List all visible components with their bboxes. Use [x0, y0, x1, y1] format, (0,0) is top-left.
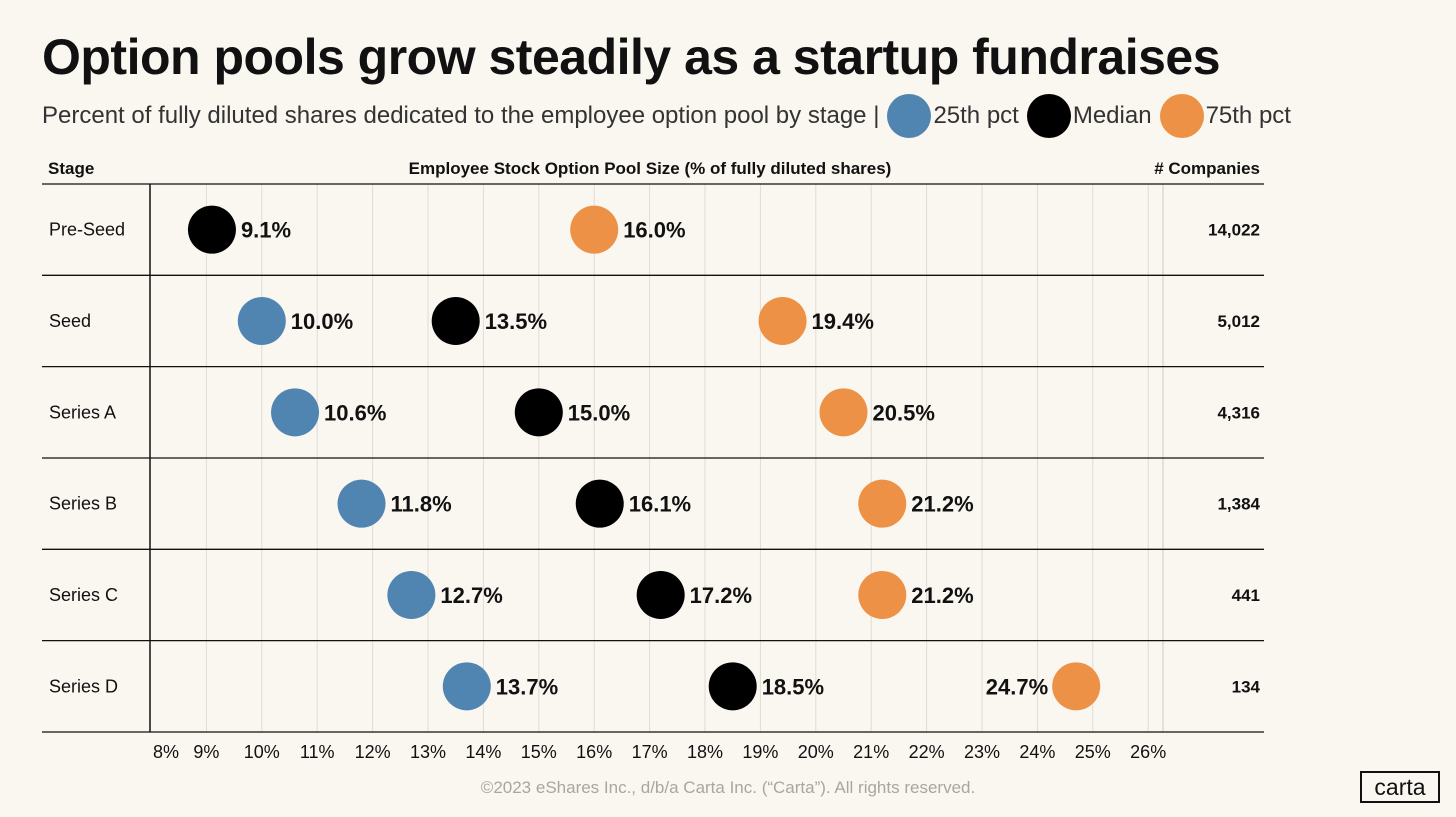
data-label: 17.2% [690, 583, 752, 608]
x-tick-label: 11% [300, 742, 335, 762]
stage-label: Pre-Seed [49, 220, 125, 240]
legend-swatch-75th [1159, 94, 1204, 138]
data-point-median [708, 662, 757, 711]
data-label: 11.8% [391, 492, 452, 517]
rows: Pre-Seed 14,022 Seed 5,012 Series A 4,316 Seri… [49, 220, 1261, 697]
data-points: 10.0% 10.6% 11.8% 12.7% 13.7% 9.1% 13.5% 15.0% 1… [187, 205, 1101, 711]
legend-item-75th: 75th pct [1152, 94, 1291, 138]
x-tick-label: 18% [687, 742, 723, 762]
data-point-median [575, 479, 624, 528]
data-point-25th [442, 662, 491, 711]
companies-count: 441 [1232, 586, 1260, 605]
x-tick-label: 14% [465, 742, 501, 762]
x-tick-label: 13% [410, 742, 446, 762]
x-tick-label: 8% [153, 742, 179, 762]
data-point-25th [337, 479, 386, 528]
stage-column-header: Stage [48, 159, 94, 178]
data-label: 13.7% [496, 674, 558, 699]
x-tick-label: 25% [1075, 742, 1111, 762]
x-tick-label: 10% [244, 742, 280, 762]
data-label: 18.5% [762, 674, 824, 699]
x-tick-label: 20% [798, 742, 834, 762]
x-tick-label: 21% [853, 742, 889, 762]
data-label: 16.1% [629, 492, 691, 517]
carta-logo: carta [1360, 771, 1440, 803]
data-point-25th [387, 570, 436, 619]
row-dividers [42, 183, 1264, 733]
chart-title: Option pools grow steadily as a startup … [42, 29, 1221, 85]
legend-label-median: Median [1072, 102, 1152, 129]
legend-item-25th: 25th pct [879, 94, 1019, 138]
x-tick-label: 24% [1019, 742, 1055, 762]
companies-count: 14,022 [1208, 221, 1260, 240]
companies-column-header: # Companies [1154, 159, 1260, 178]
legend-swatch-median [1026, 94, 1071, 138]
data-label: 21.2% [911, 492, 973, 517]
x-tick-label: 15% [521, 742, 557, 762]
axis-header: Employee Stock Option Pool Size (% of fu… [409, 159, 892, 178]
companies-count: 4,316 [1217, 403, 1260, 422]
companies-count: 134 [1232, 677, 1261, 696]
data-label: 9.1% [241, 218, 291, 243]
x-tick-label: 9% [193, 742, 219, 762]
data-point-median [636, 570, 685, 619]
data-label: 16.0% [623, 218, 685, 243]
copyright-notice: ©2023 eShares Inc., d/b/a Carta Inc. (“C… [480, 778, 976, 797]
data-label: 20.5% [873, 400, 935, 425]
data-point-75th [570, 205, 619, 254]
data-point-75th [819, 388, 868, 437]
data-point-median [187, 205, 236, 254]
x-tick-label: 22% [909, 742, 945, 762]
data-point-median [431, 296, 480, 345]
legend-label-75th: 75th pct [1205, 102, 1291, 129]
subtitle-row: Percent of fully diluted shares dedicate… [42, 92, 1291, 140]
data-label: 15.0% [568, 400, 630, 425]
data-label: 13.5% [485, 309, 547, 334]
stage-label: Seed [49, 311, 91, 331]
x-tick-label: 19% [742, 742, 778, 762]
chart-subtitle: Percent of fully diluted shares dedicate… [42, 102, 880, 129]
data-label: 21.2% [911, 583, 973, 608]
data-point-25th [271, 388, 320, 437]
stage-label: Series A [49, 402, 116, 422]
legend-label-25th: 25th pct [933, 102, 1019, 129]
data-label: 19.4% [812, 309, 874, 334]
x-tick-label: 26% [1130, 742, 1166, 762]
data-point-75th [858, 479, 907, 528]
data-point-75th [858, 570, 907, 619]
data-label: 10.0% [291, 309, 353, 334]
x-tick-label: 12% [355, 742, 391, 762]
companies-count: 5,012 [1217, 312, 1260, 331]
legend-swatch-25th [887, 94, 932, 138]
data-point-25th [237, 296, 286, 345]
stage-label: Series D [49, 676, 118, 696]
x-tick-label: 17% [632, 742, 668, 762]
data-point-75th [758, 296, 807, 345]
data-label: 24.7% [986, 674, 1048, 699]
x-tick-label: 16% [576, 742, 612, 762]
companies-count: 1,384 [1217, 495, 1260, 514]
data-point-median [514, 388, 563, 437]
data-label: 12.7% [440, 583, 502, 608]
data-label: 10.6% [324, 400, 386, 425]
stage-label: Series C [49, 585, 118, 605]
legend-item-median: Median [1019, 94, 1152, 138]
stage-label: Series B [49, 494, 117, 514]
data-point-75th [1052, 662, 1101, 711]
x-axis-ticks: 8% 9% 10% 11% 12% 13% 14% 15% 16% 17% 18% 19% 20% 21%… [153, 742, 1166, 762]
x-tick-label: 23% [964, 742, 1000, 762]
